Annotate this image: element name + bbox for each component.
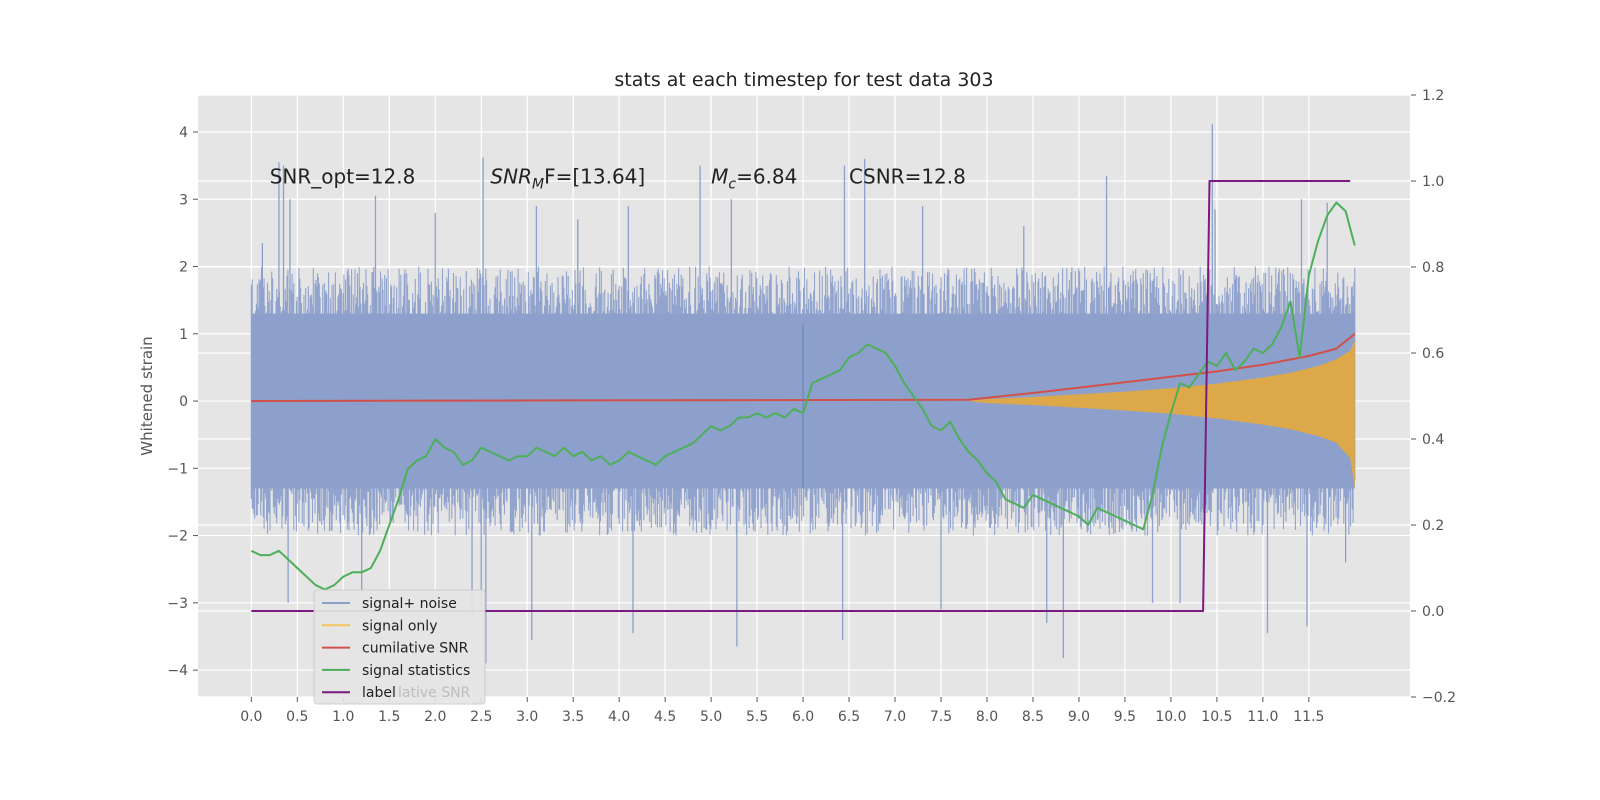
series-line [251,180,1351,612]
y2-tick-label: 1.0 [1422,174,1444,190]
x-tick-label: 6.5 [838,709,860,725]
y-tick-label: 3 [179,192,188,208]
series-layer [250,123,1356,664]
y2-tick-label: 0.8 [1422,260,1444,276]
annotation: SNRMF=[13.64] [490,165,645,193]
y-tick-label: −4 [167,663,188,679]
x-tick-label: 4.0 [608,709,630,725]
series-cumilative-snr [251,333,1356,402]
x-tick-label: 6.0 [792,709,814,725]
x-tick-label: 8.5 [1022,709,1044,725]
annotation-subscript: M [532,177,544,193]
x-tick-label: 1.0 [332,709,354,725]
legend-label: signal only [362,618,437,634]
x-tick-label: 3.5 [562,709,584,725]
x-tick-label: 11.0 [1247,709,1278,725]
annotation: SNR_opt=12.8 [270,165,416,189]
annotation-subscript: c [728,177,736,193]
x-tick-label: 7.5 [930,709,952,725]
x-tick-label: 10.0 [1155,709,1186,725]
signal-only-area [966,340,1355,489]
y2-tick-label: −0.2 [1422,690,1456,706]
x-tick-label: 11.5 [1293,709,1324,725]
y-tick-label: 1 [179,327,188,343]
x-tick-label: 4.5 [654,709,676,725]
series-signal-only [966,340,1355,489]
series-line [251,333,1356,402]
chart-title: stats at each timestep for test data 303 [614,69,993,91]
y2-tick-label: 0.2 [1422,518,1444,534]
x-tick-label: 9.0 [1068,709,1090,725]
x-tick-label: 5.5 [746,709,768,725]
x-tick-label: 10.5 [1201,709,1232,725]
legend-label: cumilative SNR [362,641,469,657]
x-tick-label: 7.0 [884,709,906,725]
y-tick-label: −3 [167,596,188,612]
annotation: Mc=6.84 [711,165,797,193]
y-tick-label: −2 [167,529,188,545]
y-tick-label: 0 [179,394,188,410]
y2-tick-label: 0.0 [1422,604,1444,620]
y-axis-label: Whitened strain [138,336,156,455]
legend-label: signal+ noise [362,596,457,612]
x-tick-label: 2.5 [470,709,492,725]
y-tick-label: −1 [167,461,188,477]
axis-layer: 0.0 0.5 1.0 1.5 2.0 2.5 3.0 3.5 4.0 4.5 5.0 5.5 6.0 6… [167,88,1456,725]
legend-label: signal statistics [362,663,470,679]
x-tick-label: 9.5 [1114,709,1136,725]
annotation: CSNR=12.8 [849,165,966,189]
x-tick-label: 5.0 [700,709,722,725]
y2-tick-label: 0.4 [1422,432,1444,448]
y-tick-label: 4 [179,125,188,141]
x-tick-label: 1.5 [378,709,400,725]
annotations: SNR_opt=12.8 SNRMF=[13.64] Mc=6.84 CSNR=12.… [270,165,966,193]
x-tick-label: 3.0 [516,709,538,725]
x-tick-label: 0.5 [286,709,308,725]
legend-box [313,589,486,705]
annotation-main: SNR [490,165,532,189]
annotation-rest: F=[13.64] [544,165,645,189]
annotation-main: M [711,165,728,189]
x-tick-label: 0.0 [240,709,262,725]
series-label [251,180,1351,612]
x-tick-label: 8.0 [976,709,998,725]
series-line [250,201,1356,591]
series-signal-statistics [250,201,1356,591]
legend: signal+ noise signal only cumilative SNR si… [313,589,486,705]
y-tick-label: 2 [179,260,188,276]
x-tick-label: 2.0 [424,709,446,725]
y2-tick-label: 0.6 [1422,346,1444,362]
annotation-rest: =6.84 [736,165,797,189]
legend-ghost-text: lative SNR [398,685,471,701]
legend-label: label [362,685,396,701]
y2-tick-label: 1.2 [1422,88,1444,104]
